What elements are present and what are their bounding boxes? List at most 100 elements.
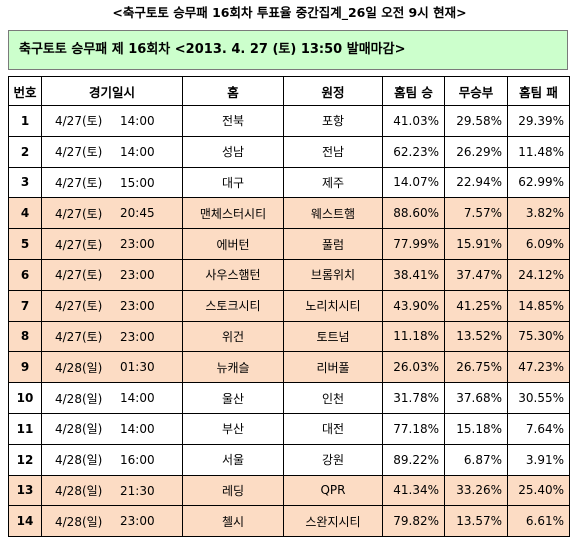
home-win-rate: 11.18%	[382, 320, 445, 353]
match-number: 1	[8, 105, 42, 137]
draw-rate: 6.87%	[444, 443, 508, 476]
table-row: 6 4/27(토) 23:00 사우스햄턴 브롬위치 38.41% 37.47% 24.12%	[8, 258, 570, 291]
home-lose-rate: 30.55%	[507, 382, 570, 414]
home-team: 사우스햄턴	[182, 258, 284, 291]
draw-rate: 26.75%	[444, 351, 508, 384]
home-lose-rate: 3.82%	[507, 197, 570, 230]
home-team: 에버턴	[182, 228, 284, 260]
match-datetime: 4/28(일) 01:30	[41, 351, 183, 384]
home-win-rate: 31.78%	[382, 382, 445, 414]
match-date: 4/28(일)	[55, 483, 103, 498]
table-header-row: 번호 경기일시 홈 원정 홈팀 승 무승부 홈팀 패	[8, 76, 570, 106]
away-team: 풀럼	[283, 228, 383, 260]
home-lose-rate: 11.48%	[507, 135, 570, 168]
match-date: 4/28(일)	[55, 514, 103, 529]
home-win-rate: 88.60%	[382, 197, 445, 230]
match-time: 15:00	[120, 175, 155, 190]
table-row: 13 4/28(일) 21:30 레딩 QPR 41.34% 33.26% 25.40%	[8, 474, 570, 507]
table-row: 8 4/27(토) 23:00 위건 토트넘 11.18% 13.52% 75.30%	[8, 320, 570, 353]
home-team: 서울	[182, 443, 284, 476]
vote-rate-table: 번호 경기일시 홈 원정 홈팀 승 무승부 홈팀 패 1 4/27(토) 14:00…	[8, 76, 570, 538]
match-datetime: 4/27(토) 23:00	[41, 289, 183, 322]
match-date: 4/27(토)	[55, 299, 103, 314]
match-time: 14:00	[120, 114, 155, 128]
home-team: 위건	[182, 320, 284, 353]
match-date: 4/27(토)	[55, 145, 103, 160]
home-win-rate: 77.99%	[382, 228, 445, 260]
draw-rate: 15.18%	[444, 412, 508, 445]
match-time: 23:00	[120, 267, 155, 282]
match-time: 01:30	[120, 360, 155, 375]
header-home-win: 홈팀 승	[382, 76, 445, 106]
home-team: 성남	[182, 135, 284, 168]
match-date: 4/27(토)	[55, 329, 103, 344]
table-row: 7 4/27(토) 23:00 스토크시티 노리치시티 43.90% 41.25% 14.85…	[8, 289, 570, 322]
home-lose-rate: 3.91%	[507, 443, 570, 476]
match-time: 16:00	[120, 452, 155, 467]
match-number: 10	[8, 382, 42, 414]
header-datetime: 경기일시	[41, 76, 183, 106]
away-team: 노리치시티	[283, 289, 383, 322]
away-team: 스완지시티	[283, 505, 383, 538]
home-team: 첼시	[182, 505, 284, 538]
match-number: 7	[8, 289, 42, 322]
match-time: 23:00	[120, 514, 155, 529]
header-away: 원정	[283, 76, 383, 106]
round-banner: 축구토토 승무패 제 16회차 <2013. 4. 27 (토) 13:50 발…	[8, 30, 568, 70]
home-win-rate: 77.18%	[382, 412, 445, 445]
away-team: 포항	[283, 105, 383, 137]
away-team: 브롬위치	[283, 258, 383, 291]
home-lose-rate: 6.09%	[507, 228, 570, 260]
table-row: 9 4/28(일) 01:30 뉴캐슬 리버풀 26.03% 26.75% 47.23%	[8, 351, 570, 384]
match-time: 14:00	[120, 391, 155, 406]
home-lose-rate: 14.85%	[507, 289, 570, 322]
match-date: 4/27(토)	[55, 206, 103, 221]
match-date: 4/28(일)	[55, 422, 103, 437]
home-lose-rate: 7.64%	[507, 412, 570, 445]
home-lose-rate: 24.12%	[507, 258, 570, 291]
away-team: 웨스트햄	[283, 197, 383, 230]
draw-rate: 22.94%	[444, 166, 508, 199]
match-time: 23:00	[120, 298, 155, 313]
home-team: 부산	[182, 412, 284, 445]
table-row: 14 4/28(일) 23:00 첼시 스완지시티 79.82% 13.57% 6.61%	[8, 505, 570, 538]
table-row: 11 4/28(일) 14:00 부산 대전 77.18% 15.18% 7.64%	[8, 412, 570, 445]
match-datetime: 4/27(토) 23:00	[41, 258, 183, 291]
table-body: 1 4/27(토) 14:00 전북 포항 41.03% 29.58% 29.39% 2 4/27…	[8, 105, 570, 538]
away-team: 제주	[283, 166, 383, 199]
header-home: 홈	[182, 76, 284, 106]
draw-rate: 37.68%	[444, 382, 508, 414]
match-time: 14:00	[120, 144, 155, 159]
draw-rate: 41.25%	[444, 289, 508, 322]
match-datetime: 4/28(일) 14:00	[41, 412, 183, 445]
match-datetime: 4/27(토) 23:00	[41, 228, 183, 260]
home-win-rate: 41.03%	[382, 105, 445, 137]
away-team: 대전	[283, 412, 383, 445]
home-lose-rate: 75.30%	[507, 320, 570, 353]
draw-rate: 13.57%	[444, 505, 508, 538]
match-date: 4/28(일)	[55, 453, 103, 468]
match-number: 5	[8, 228, 42, 260]
home-lose-rate: 6.61%	[507, 505, 570, 538]
table-row: 12 4/28(일) 16:00 서울 강원 89.22% 6.87% 3.91%	[8, 443, 570, 476]
home-lose-rate: 62.99%	[507, 166, 570, 199]
table-row: 1 4/27(토) 14:00 전북 포항 41.03% 29.58% 29.39%	[8, 105, 570, 137]
away-team: 토트넘	[283, 320, 383, 353]
match-datetime: 4/28(일) 21:30	[41, 474, 183, 507]
match-number: 8	[8, 320, 42, 353]
home-win-rate: 43.90%	[382, 289, 445, 322]
match-datetime: 4/27(토) 23:00	[41, 320, 183, 353]
home-lose-rate: 29.39%	[507, 105, 570, 137]
draw-rate: 15.91%	[444, 228, 508, 260]
home-lose-rate: 47.23%	[507, 351, 570, 384]
home-win-rate: 38.41%	[382, 258, 445, 291]
home-team: 레딩	[182, 474, 284, 507]
home-team: 스토크시티	[182, 289, 284, 322]
away-team: 전남	[283, 135, 383, 168]
draw-rate: 26.29%	[444, 135, 508, 168]
match-datetime: 4/28(일) 23:00	[41, 505, 183, 538]
away-team: 리버풀	[283, 351, 383, 384]
header-no: 번호	[8, 76, 42, 106]
match-datetime: 4/27(토) 14:00	[41, 105, 183, 137]
draw-rate: 7.57%	[444, 197, 508, 230]
